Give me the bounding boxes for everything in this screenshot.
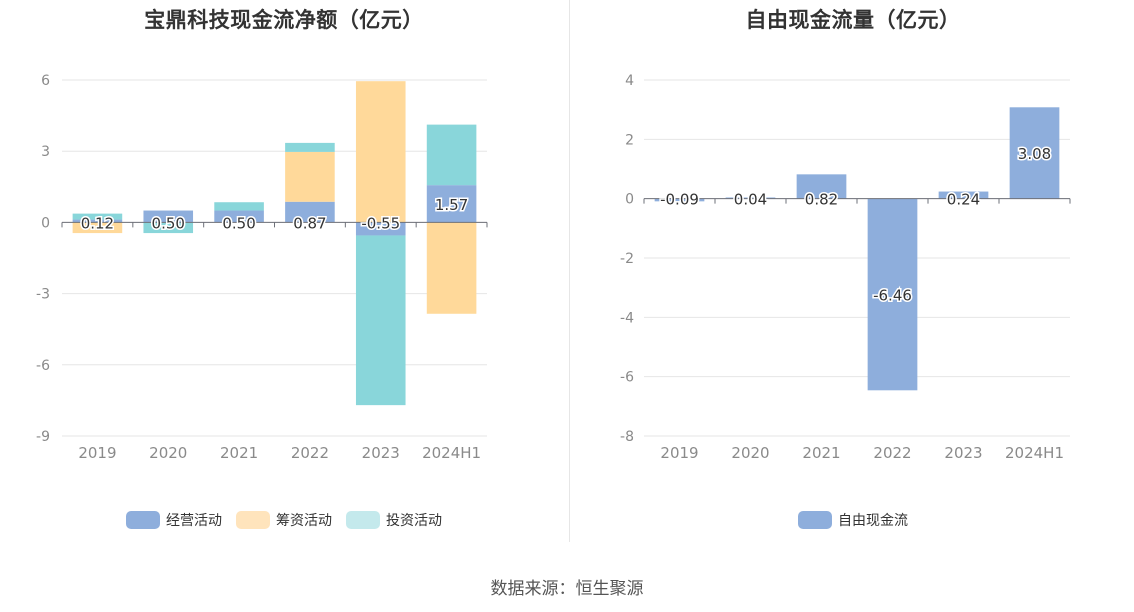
bar-投资活动-2023 — [355, 235, 406, 406]
cash-flow-chart: 6 3 0 -3 -6 -9 2019 2020 2021 2022 2023 2024H1 0.12 0… — [36, 73, 488, 462]
x-tick-label: 2023 — [944, 444, 982, 462]
data-label: 0.87 — [293, 214, 326, 232]
bar-经营活动-2019 — [72, 219, 123, 223]
panel-divider — [569, 0, 570, 542]
bar-投资活动-2020 — [143, 222, 194, 234]
x-tick-label: 2024H1 — [1005, 444, 1064, 462]
x-tick-label: 2022 — [873, 444, 911, 462]
bar-2019 — [654, 198, 705, 202]
legend-label: 自由现金流 — [838, 513, 908, 529]
x-tick-label: 2020 — [731, 444, 769, 462]
bar-2022 — [867, 198, 918, 391]
data-label: 0.82 — [805, 191, 838, 209]
bar-筹资活动-2022 — [285, 151, 335, 202]
y-tick-label: -8 — [620, 429, 634, 445]
legend-swatch — [798, 511, 832, 529]
bar-经营活动-2022 — [285, 201, 335, 223]
data-label: 3.08 — [1018, 145, 1051, 163]
y-tick-label: 3 — [41, 144, 50, 160]
free-cash-flow-chart: 4 2 0 -2 -4 -6 -8 2019 2020 2021 2022 2023 2024H1 -0.… — [620, 73, 1071, 462]
legend-label: 经营活动 — [166, 513, 222, 529]
x-tick-label: 2024H1 — [422, 444, 481, 462]
data-label: -6.46 — [873, 286, 912, 304]
x-tick-label: 2023 — [362, 444, 400, 462]
data-label: 0.24 — [947, 191, 980, 209]
legend-swatch — [346, 511, 380, 529]
y-tick-label: 6 — [41, 73, 50, 89]
data-label: 0.50 — [222, 214, 255, 232]
bar-经营活动-2020 — [143, 210, 194, 223]
y-tick-label: 4 — [625, 73, 634, 89]
free-cash-flow-chart-panel: 自由现金流量（亿元） 4 2 0 -2 -4 -6 -8 2019 2020 2021 2022 20… — [572, 0, 1134, 545]
legend-item[interactable]: 经营活动 — [126, 510, 222, 530]
x-tick-label: 2021 — [802, 444, 840, 462]
bar-投资活动-2019 — [72, 213, 123, 220]
legend-swatch — [236, 511, 270, 529]
legend-swatch — [126, 511, 160, 529]
data-label: 0.04 — [734, 191, 767, 209]
y-tick-label: -6 — [36, 358, 50, 374]
cash-flow-chart-panel: 宝鼎科技现金流净额（亿元） 6 3 0 -3 -6 -9 2019 2020 2021 2022 2… — [0, 0, 568, 545]
y-tick-label: 2 — [625, 132, 634, 148]
data-label: 1.57 — [435, 196, 468, 214]
x-tick-label: 2021 — [220, 444, 258, 462]
y-tick-label: -2 — [620, 251, 634, 267]
y-tick-label: -6 — [620, 370, 634, 386]
x-tick-label: 2020 — [149, 444, 187, 462]
x-tick-label: 2019 — [660, 444, 698, 462]
bar-经营活动-2024H1 — [426, 185, 477, 223]
data-source-note: 数据来源：恒生聚源 — [490, 579, 644, 599]
bar-投资活动-2021 — [214, 202, 264, 211]
bar-投资活动-2024H1 — [426, 124, 477, 186]
data-label: -0.09 — [660, 191, 699, 209]
chart-legend: 自由现金流 — [572, 510, 1134, 530]
legend-label: 筹资活动 — [276, 513, 332, 529]
legend-item[interactable]: 自由现金流 — [798, 510, 908, 530]
bar-2021 — [796, 174, 847, 199]
legend-item[interactable]: 投资活动 — [346, 510, 442, 530]
bar-投资活动-2022 — [285, 142, 335, 152]
chart-title: 自由现金流量（亿元） — [745, 8, 961, 32]
bar-筹资活动-2019 — [72, 222, 123, 234]
data-label: 0.12 — [81, 214, 114, 232]
y-tick-label: 0 — [625, 192, 634, 208]
y-tick-label: -9 — [36, 429, 50, 445]
bar-筹资活动-2023 — [355, 81, 406, 223]
x-tick-label: 2019 — [78, 444, 116, 462]
bar-经营活动-2023 — [355, 222, 406, 236]
y-tick-label: 0 — [41, 215, 50, 231]
legend-label: 投资活动 — [386, 513, 442, 529]
bar-筹资活动-2024H1 — [426, 222, 477, 314]
chart-legend: 经营活动 筹资活动 投资活动 — [0, 510, 568, 530]
bar-2023 — [938, 191, 989, 199]
data-label: 0.50 — [152, 214, 185, 232]
y-tick-label: -4 — [620, 310, 634, 326]
legend-item[interactable]: 筹资活动 — [236, 510, 332, 530]
data-label: -0.55 — [361, 214, 400, 232]
y-tick-label: -3 — [36, 287, 50, 303]
chart-title: 宝鼎科技现金流净额（亿元） — [144, 8, 424, 32]
bar-经营活动-2021 — [214, 210, 264, 223]
x-tick-label: 2022 — [291, 444, 329, 462]
bar-2024H1 — [1009, 107, 1060, 199]
